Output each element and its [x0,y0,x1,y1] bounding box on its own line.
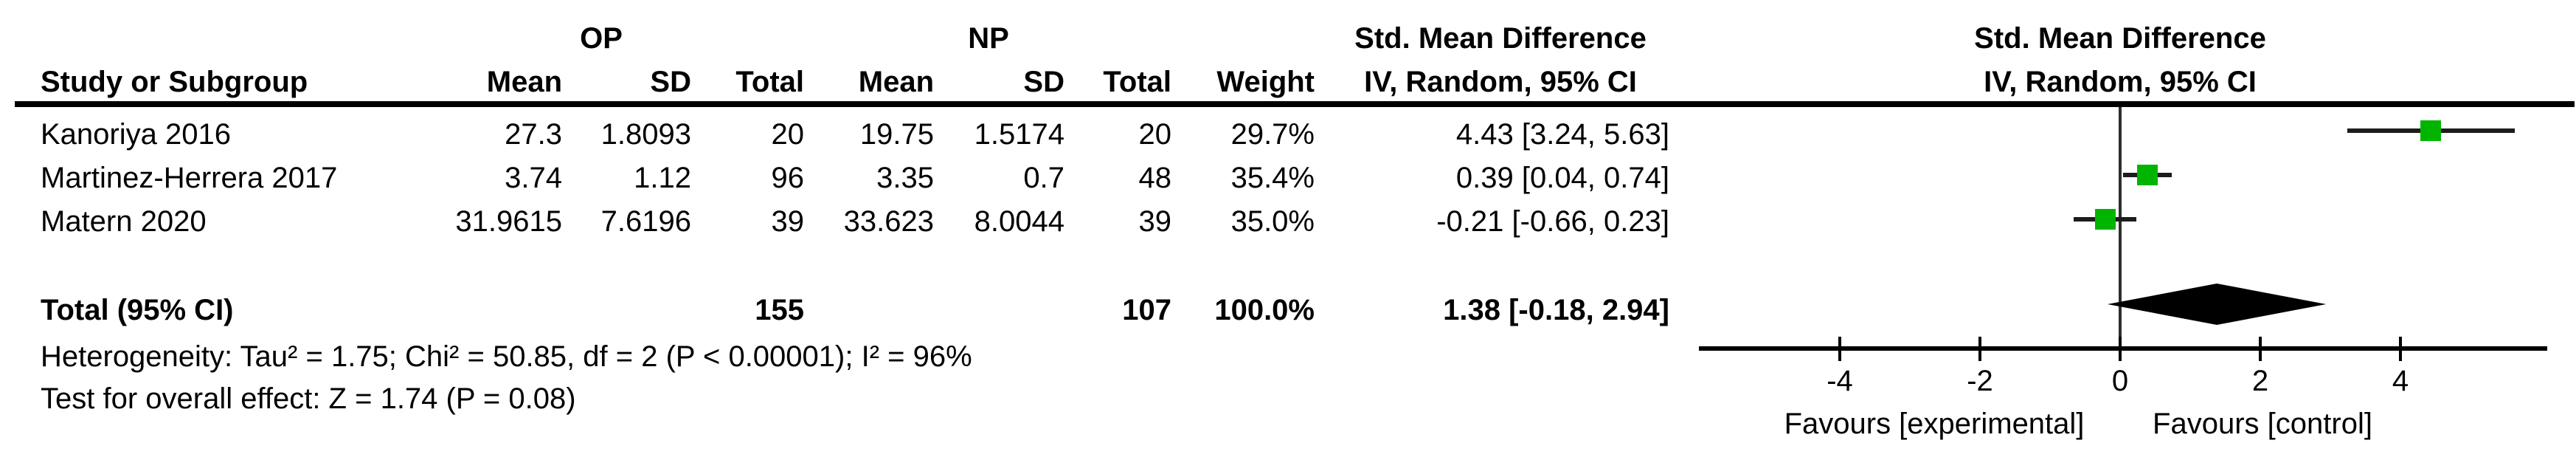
cell-total1: 20 [771,118,805,151]
total-weight: 100.0% [1214,294,1315,326]
x-axis-label-right: Favours [control] [2153,408,2372,440]
study-name: Matern 2020 [41,205,207,238]
cell-ci-text: 0.39 [0.04, 0.74] [1455,162,1669,194]
cell-mean2: 3.35 [876,162,934,194]
study-point-marker [2137,165,2158,185]
column-header-sd1: SD [650,66,691,98]
cell-sd1: 1.8093 [600,118,691,151]
effect-column-title: Std. Mean Difference [1354,22,1647,55]
axis-tick-label: -2 [1967,365,1993,397]
total-ci-text: 1.38 [-0.18, 2.94] [1443,294,1669,326]
plot-subtitle: IV, Random, 95% CI [1984,66,2257,98]
cell-ci-text: 4.43 [3.24, 5.63] [1455,118,1669,151]
cell-ci-text: -0.21 [-0.66, 0.23] [1436,205,1669,238]
column-header-total1: Total [735,66,804,98]
axis-tick-label: -4 [1827,365,1853,397]
axis-tick [2399,337,2402,361]
total-total2: 107 [1122,294,1171,326]
axis-tick-label: 2 [2251,365,2269,397]
cell-weight: 29.7% [1230,118,1315,151]
pooled-effect-diamond [2107,284,2327,325]
cell-sd2: 0.7 [1023,162,1064,194]
cell-weight: 35.4% [1230,162,1315,194]
column-header-mean2: Mean [858,66,934,98]
cell-mean2: 33.623 [843,205,934,238]
axis-tick [1978,337,1981,361]
axis-tick-label: 4 [2392,365,2409,397]
group2-header: NP [968,22,1009,55]
effect-column-subtitle: IV, Random, 95% CI [1364,66,1637,98]
axis-tick [2259,337,2262,361]
study-name: Kanoriya 2016 [41,118,231,151]
cell-mean1: 31.9615 [455,205,562,238]
cell-sd2: 8.0044 [974,205,1064,238]
cell-mean1: 3.74 [505,162,562,194]
total-label: Total (95% CI) [41,294,234,326]
cell-sd1: 1.12 [634,162,691,194]
axis-tick-label: 0 [2111,365,2129,397]
cell-total2: 48 [1138,162,1172,194]
plot-title: Std. Mean Difference [1974,22,2266,55]
column-header-study: Study or Subgroup [41,66,308,98]
x-axis-line [1699,346,2547,351]
cell-mean1: 27.3 [505,118,562,151]
cell-total1: 96 [771,162,805,194]
zero-reference-line [2119,107,2122,347]
study-point-marker [2420,120,2441,141]
axis-tick [1838,337,1841,361]
cell-weight: 35.0% [1230,205,1315,238]
column-header-sd2: SD [1023,66,1064,98]
group1-header: OP [580,22,623,55]
total-total1: 155 [755,294,804,326]
study-name: Martinez-Herrera 2017 [41,162,338,194]
column-header-total2: Total [1103,66,1171,98]
axis-tick [2119,337,2122,361]
study-point-marker [2095,209,2116,230]
x-axis-label-left: Favours [experimental] [1784,408,2085,440]
overall-effect-text: Test for overall effect: Z = 1.74 (P = 0… [41,382,576,415]
column-header-mean1: Mean [486,66,562,98]
cell-total2: 20 [1138,118,1172,151]
cell-mean2: 19.75 [859,118,934,151]
cell-total1: 39 [771,205,805,238]
column-header-weight: Weight [1216,66,1315,98]
heterogeneity-text: Heterogeneity: Tau² = 1.75; Chi² = 50.85… [41,340,972,373]
cell-sd2: 1.5174 [974,118,1064,151]
cell-total2: 39 [1138,205,1172,238]
header-rule [15,101,2575,107]
cell-sd1: 7.6196 [600,205,691,238]
